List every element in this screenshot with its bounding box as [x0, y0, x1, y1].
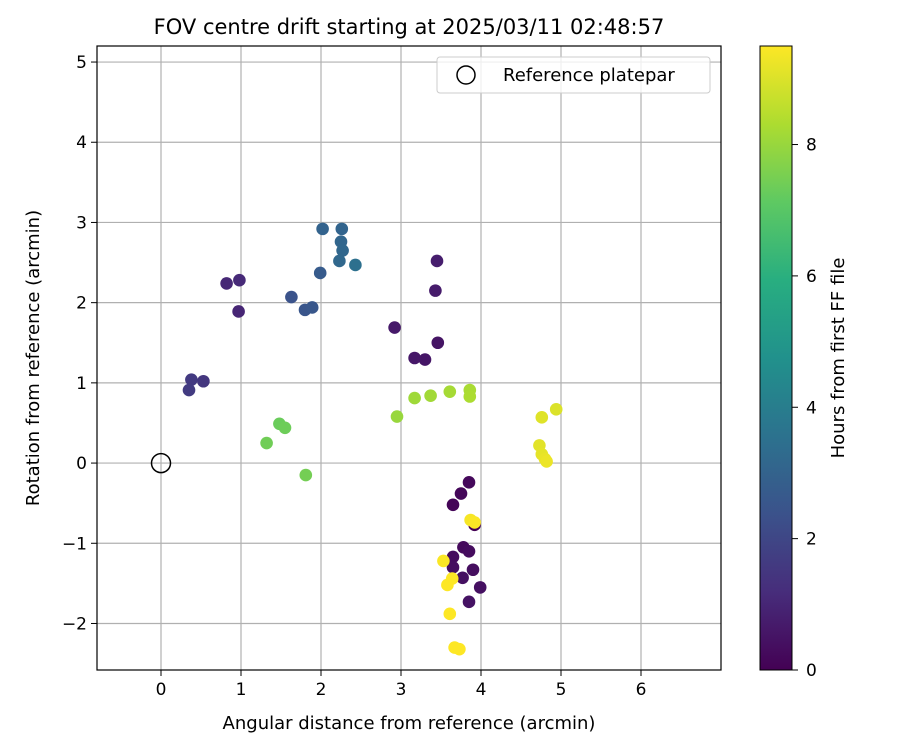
- x-tick-label: 0: [156, 680, 167, 700]
- data-point: [446, 561, 460, 574]
- data-point: [232, 305, 245, 318]
- data-point: [454, 487, 468, 500]
- reference-platepar-marker: [150, 452, 172, 474]
- data-point: [233, 273, 246, 287]
- data-point: [333, 254, 346, 268]
- data-point: [430, 254, 444, 268]
- y-axis-label: Rotation from reference (arcmin): [23, 210, 44, 506]
- y-tick-label: 1: [76, 374, 87, 394]
- data-point: [335, 222, 349, 236]
- colorbar-label: Hours from first FF file: [828, 258, 849, 459]
- data-point: [390, 410, 404, 423]
- x-axis-ticks: 0 1 2 3 4 5 6: [156, 670, 647, 700]
- x-axis-label: Angular distance from reference (arcmin): [223, 713, 596, 734]
- colorbar-gradient: [759, 45, 793, 671]
- data-point: [185, 373, 198, 386]
- x-tick-label: 3: [396, 680, 407, 700]
- data-point: [441, 578, 454, 592]
- data-point: [431, 336, 445, 350]
- data-point: [540, 455, 553, 468]
- data-point: [408, 391, 421, 405]
- data-point: [316, 222, 329, 236]
- data-point: [429, 284, 442, 297]
- colorbar-ticks: 0 2 4 6 8: [792, 136, 817, 681]
- x-tick-label: 5: [556, 680, 567, 700]
- legend-box: [436, 56, 711, 94]
- data-point: [305, 301, 319, 314]
- data-point: [349, 258, 362, 272]
- reference-marker-group: [150, 452, 172, 474]
- data-point: [220, 277, 233, 290]
- x-tick-label: 4: [476, 680, 487, 700]
- data-point: [443, 385, 457, 398]
- y-tick-label: 3: [76, 213, 87, 233]
- legend-reference-marker: [456, 65, 476, 85]
- colorbar-tick-label: 8: [806, 136, 817, 156]
- data-point: [535, 411, 549, 424]
- x-tick-label: 1: [236, 680, 247, 700]
- colorbar: 0 2 4 6 8 Hours from first FF file: [759, 45, 849, 681]
- data-point: [388, 321, 401, 334]
- data-point: [197, 374, 210, 388]
- data-point: [463, 390, 477, 403]
- y-tick-label: −1: [62, 534, 87, 554]
- legend: Reference platepar: [436, 56, 711, 94]
- data-point: [278, 421, 292, 435]
- data-point: [549, 403, 563, 416]
- data-point: [182, 383, 196, 397]
- y-tick-label: 5: [76, 53, 87, 73]
- data-point: [336, 244, 349, 257]
- data-point: [453, 642, 466, 656]
- y-tick-label: 2: [76, 294, 87, 314]
- legend-entry-reference: Reference platepar: [503, 65, 675, 86]
- data-point: [260, 436, 273, 450]
- data-point: [424, 389, 437, 402]
- data-point: [468, 516, 481, 529]
- plot-frame: [96, 45, 722, 671]
- x-tick-label: 6: [636, 680, 647, 700]
- x-tick-label: 2: [316, 680, 327, 700]
- data-point: [446, 550, 460, 564]
- data-point: [466, 563, 480, 577]
- y-tick-label: −2: [62, 614, 87, 634]
- colorbar-tick-label: 0: [806, 661, 817, 681]
- data-point: [462, 476, 476, 489]
- data-point: [418, 353, 432, 366]
- colorbar-tick-label: 4: [806, 398, 817, 418]
- y-tick-label: 0: [76, 454, 87, 474]
- data-point: [313, 266, 327, 280]
- y-axis-ticks: −2 −1 0 1 2 3 4 5: [62, 53, 97, 634]
- y-tick-label: 4: [76, 133, 87, 153]
- data-point: [462, 595, 476, 609]
- data-points: [182, 222, 563, 656]
- data-point: [446, 498, 460, 512]
- data-point: [473, 581, 487, 594]
- chart-title: FOV centre drift starting at 2025/03/11 …: [154, 15, 665, 39]
- data-point: [456, 571, 469, 585]
- data-point: [285, 290, 298, 304]
- data-point: [437, 554, 450, 568]
- data-point: [299, 468, 313, 482]
- colorbar-tick-label: 2: [806, 530, 817, 550]
- data-point: [408, 351, 421, 365]
- data-point: [443, 607, 457, 621]
- data-point: [462, 544, 476, 558]
- colorbar-tick-label: 6: [806, 267, 817, 287]
